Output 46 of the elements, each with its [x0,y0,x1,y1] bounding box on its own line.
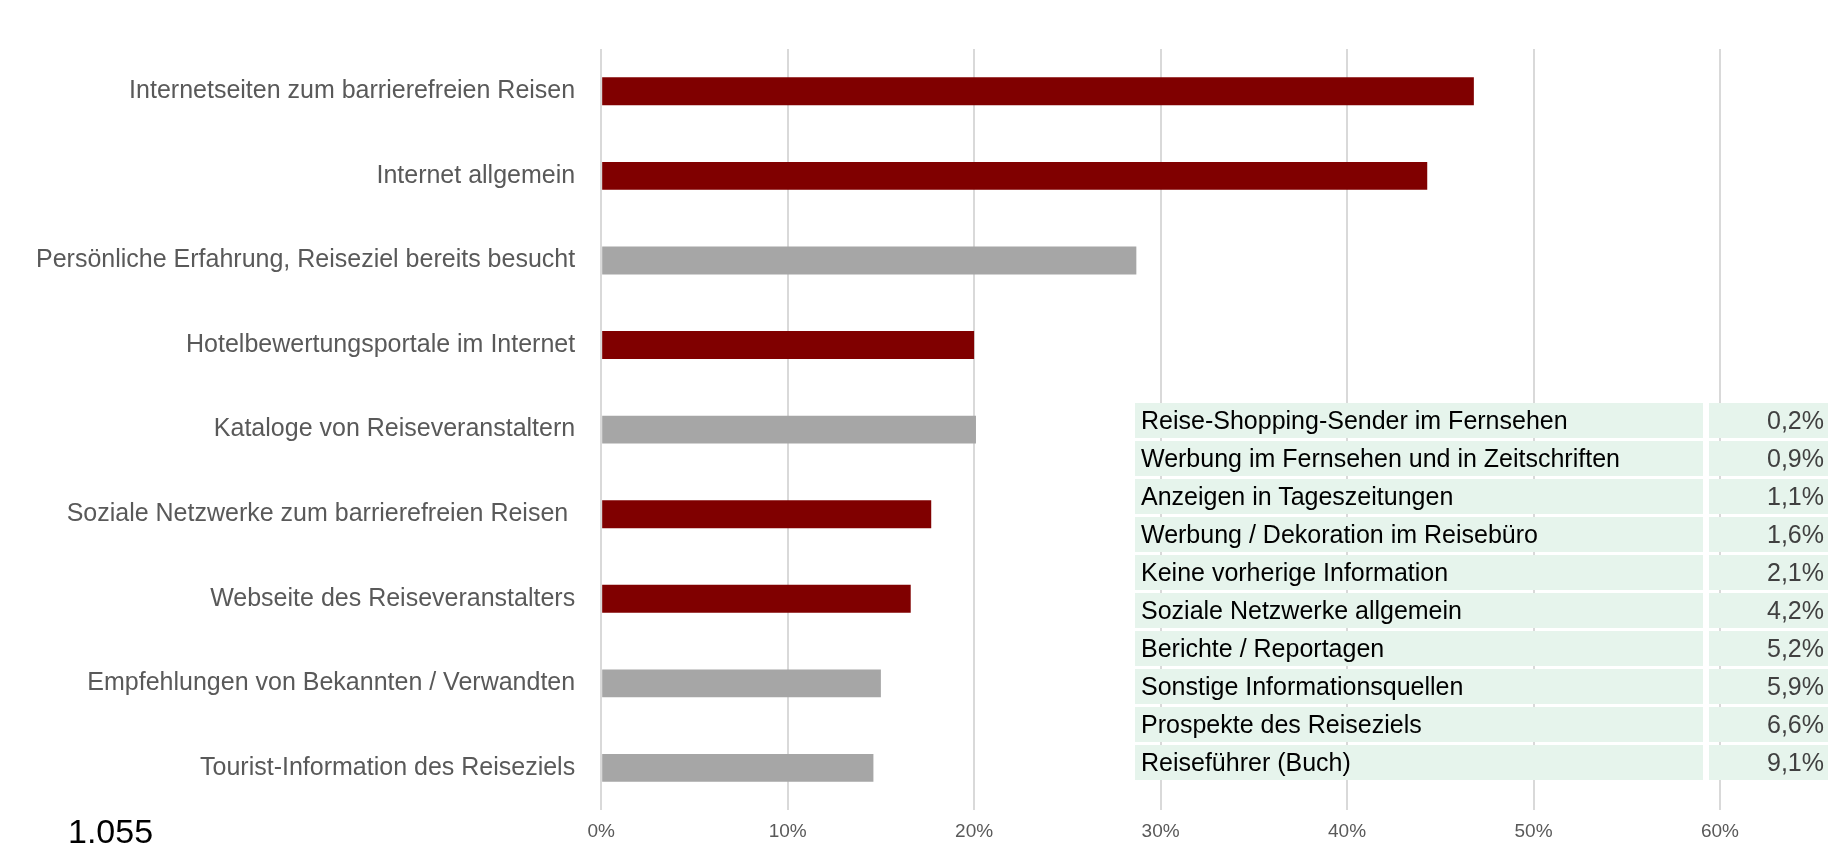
x-tick-label: 30% [1141,819,1180,841]
y-tick-label: Hotelbewertungsportale im Internet [186,328,576,357]
x-tick-label: 40% [1328,819,1367,841]
category-label: Werbung / Dekoration im Reisebüro [1135,517,1710,552]
category-label: Sonstige Informationsquellen [1135,669,1710,704]
y-tick-label: Tourist-Information des Reiseziels [200,751,576,780]
text: 4,2% [1767,596,1824,624]
bar [602,584,911,613]
x-tick-label: 60% [1700,819,1740,841]
text: 5,9% [1767,672,1824,700]
x-tick-label: 10% [768,819,807,841]
bar [602,500,932,529]
category-label: Anzeigen in Tageszeitungen [1135,479,1710,514]
y-tick-label: Internet allgemein [376,159,576,188]
category-label: Werbung im Fernsehen und in Zeitschriften [1135,441,1710,476]
bar [602,331,975,359]
text: 6,6% [1767,710,1824,738]
text: 1.055 [68,812,154,851]
text: 1,6% [1767,520,1824,548]
y-tick-label: Soziale Netzwerke zum barrierefreien Reisen [66,498,576,527]
y-tick-label: Webseite des Reiseveranstalters [210,582,576,611]
category-label: Berichte / Reportagen [1135,631,1710,666]
text: 5,2% [1767,634,1824,662]
bar [602,77,1474,106]
x-tick-label: 50% [1514,819,1553,841]
text: 1,1% [1767,482,1824,510]
bar [602,753,874,782]
y-tick-label: Persönliche Erfahrung, Reiseziel bereits besucht [35,244,576,273]
category-label: Soziale Netzwerke allgemein [1135,593,1710,628]
x-tick-label: 20% [955,819,994,841]
bar [602,415,976,444]
category-label: Reise-Shopping-Sender im Fernsehen [1135,403,1710,438]
bar [602,669,881,698]
text: 0,2% [1767,406,1824,434]
bar [602,246,1137,275]
category-label: Keine vorherige Information [1135,555,1710,590]
text: 9,1% [1767,748,1824,776]
y-tick-label: Kataloge von Reiseveranstaltern [213,413,576,442]
text: 0,9% [1767,444,1824,472]
category-label: Prospekte des Reiseziels [1135,707,1710,742]
x-tick-label: 0% [587,819,615,841]
category-label: Reiseführer (Buch) [1135,745,1710,780]
bar [602,161,1428,190]
y-tick-label: Empfehlungen von Bekannten / Verwandten [87,667,576,696]
text: 2,1% [1767,558,1824,586]
y-tick-label: Internetseiten zum barrierefreien Reisen [129,75,576,104]
